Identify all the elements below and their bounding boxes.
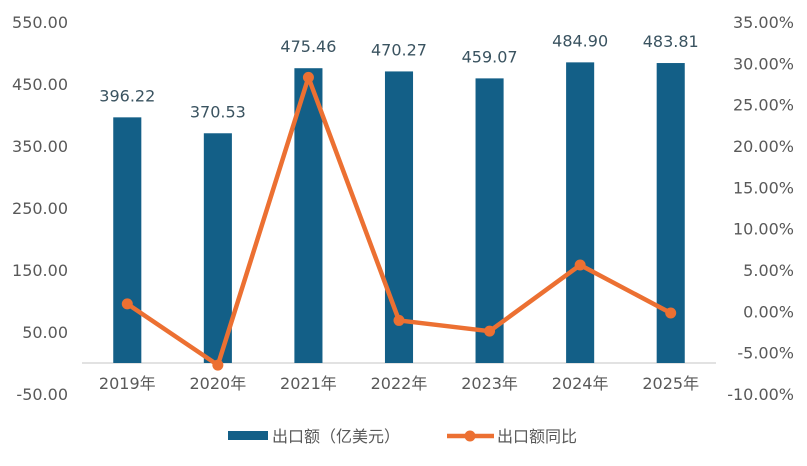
bar [566,62,595,363]
x-tick-label: 2024年 [552,374,609,393]
right-tick-label: -5.00% [737,344,794,363]
legend-line-marker [464,430,476,442]
left-tick-label: 50.00 [22,323,68,342]
x-tick-label: 2020年 [189,374,246,393]
legend-bar-swatch [228,431,268,440]
right-tick-label: 30.00% [733,54,794,73]
right-tick-label: -10.00% [727,385,794,404]
x-axis: 2019年 2020年 2021年 2022年 2023年 2024年 2025年 [99,374,699,393]
legend: 出口额（亿美元） 出口额同比 [228,427,577,446]
x-tick-label: 2021年 [280,374,337,393]
growth-point [212,359,224,371]
legend-bar-label: 出口额（亿美元） [272,427,400,446]
left-tick-label: 150.00 [12,261,68,280]
right-tick-label: 20.00% [733,137,794,156]
left-axis: -50.00 50.00 150.00 250.00 350.00 450.00 550.0… [12,13,68,404]
bar-value-label: 483.81 [643,32,699,51]
legend-line-label: 出口额同比 [497,427,577,446]
bar-value-label: 396.22 [99,86,155,105]
x-tick-label: 2022年 [371,374,428,393]
x-tick-label: 2025年 [642,374,699,393]
left-tick-label: 550.00 [12,13,68,32]
bar [294,68,323,364]
left-tick-label: -50.00 [16,385,68,404]
growth-point [302,71,314,83]
bar-series [113,62,685,364]
x-tick-label: 2019年 [99,374,156,393]
bar-value-label: 475.46 [280,37,336,56]
right-tick-label: 5.00% [743,261,794,280]
left-tick-label: 350.00 [12,137,68,156]
growth-point [484,325,496,337]
bar-value-label: 459.07 [462,47,518,66]
line-series [121,71,677,371]
bar [475,78,504,364]
left-tick-label: 450.00 [12,75,68,94]
bar-value-label: 370.53 [190,102,246,121]
bar [203,133,232,363]
right-tick-label: 35.00% [733,13,794,32]
bar-data-labels: 396.22 370.53 475.46 470.27 459.07 484.90 483.… [99,31,698,121]
right-tick-label: 15.00% [733,178,794,197]
bar-value-label: 470.27 [371,40,427,59]
growth-point [665,307,677,319]
right-axis: -10.00% -5.00% 0.00% 5.00% 10.00% 15.00% 20.00… [727,13,794,404]
growth-point [121,298,133,310]
bar-value-label: 484.90 [552,31,608,50]
growth-point [574,259,586,271]
growth-point [393,314,405,326]
right-tick-label: 0.00% [743,302,794,321]
right-tick-label: 25.00% [733,96,794,115]
left-tick-label: 250.00 [12,199,68,218]
right-tick-label: 10.00% [733,220,794,239]
x-tick-label: 2023年 [461,374,518,393]
bar [113,117,142,363]
